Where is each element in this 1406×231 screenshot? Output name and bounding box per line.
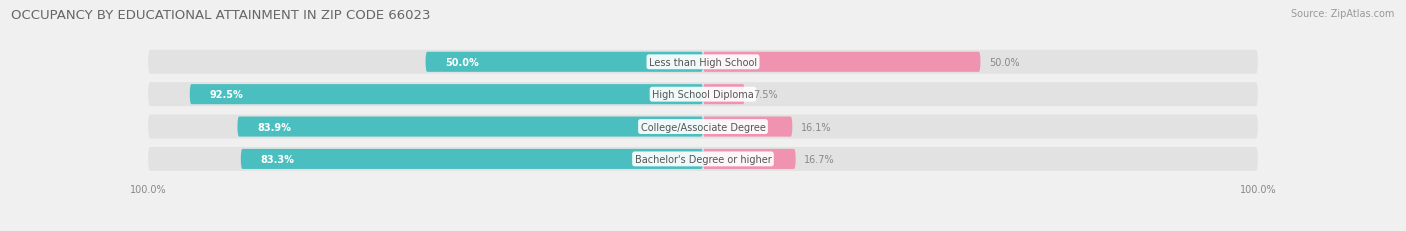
Text: 83.9%: 83.9% [257,122,291,132]
Text: 16.7%: 16.7% [804,154,835,164]
Text: 83.3%: 83.3% [260,154,294,164]
Text: OCCUPANCY BY EDUCATIONAL ATTAINMENT IN ZIP CODE 66023: OCCUPANCY BY EDUCATIONAL ATTAINMENT IN Z… [11,9,430,22]
FancyBboxPatch shape [240,149,703,169]
Text: 7.5%: 7.5% [754,90,778,100]
FancyBboxPatch shape [703,149,796,169]
FancyBboxPatch shape [148,51,1258,74]
Text: Bachelor's Degree or higher: Bachelor's Degree or higher [634,154,772,164]
Text: 50.0%: 50.0% [988,58,1019,67]
Text: 16.1%: 16.1% [800,122,831,132]
FancyBboxPatch shape [148,147,1258,171]
Text: Source: ZipAtlas.com: Source: ZipAtlas.com [1291,9,1395,19]
FancyBboxPatch shape [703,52,980,73]
Text: 50.0%: 50.0% [444,58,478,67]
FancyBboxPatch shape [426,52,703,73]
FancyBboxPatch shape [148,115,1258,139]
Text: Less than High School: Less than High School [650,58,756,67]
FancyBboxPatch shape [190,85,703,105]
FancyBboxPatch shape [703,117,793,137]
FancyBboxPatch shape [703,85,745,105]
Text: High School Diploma: High School Diploma [652,90,754,100]
FancyBboxPatch shape [148,83,1258,107]
FancyBboxPatch shape [238,117,703,137]
Text: 92.5%: 92.5% [209,90,243,100]
Text: College/Associate Degree: College/Associate Degree [641,122,765,132]
